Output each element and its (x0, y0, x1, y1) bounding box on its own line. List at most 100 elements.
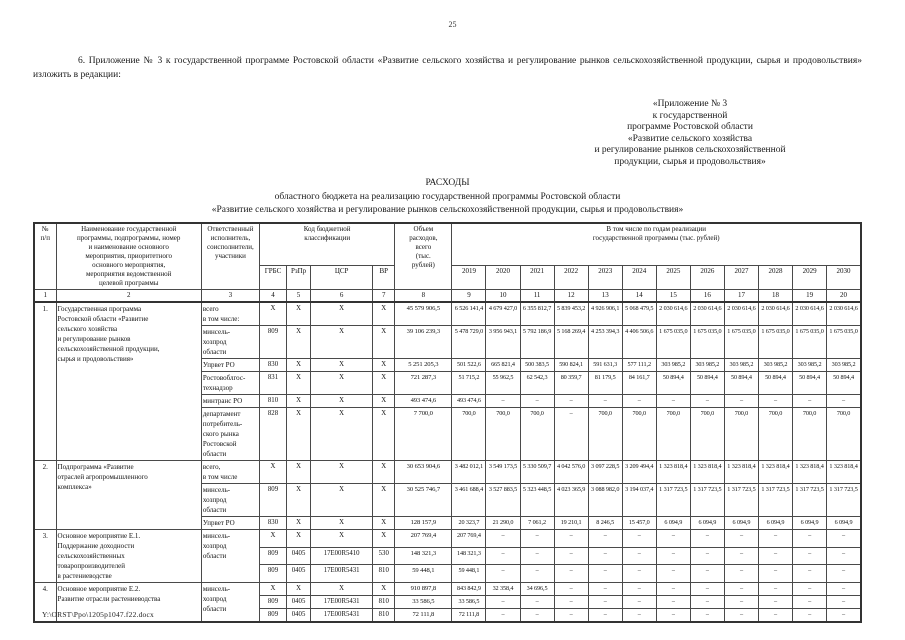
year-value-2024: 700,0 (621, 407, 657, 461)
year-value-2022: 5 839 453,2 (553, 301, 589, 326)
year-value-2030: 1 317 723,5 (826, 483, 862, 517)
year-value-2025: – (655, 595, 691, 609)
executor-cell: минтранс РО (200, 394, 260, 408)
year-value-2030: 50 894,4 (826, 371, 862, 395)
year-value-2027: 2 030 614,6 (723, 301, 759, 326)
year-value-2024: – (621, 582, 657, 596)
year-value-2022: – (553, 564, 589, 583)
vr-cell: Х (372, 371, 396, 395)
grbs-cell: 831 (258, 371, 288, 395)
year-value-2022: – (553, 608, 589, 623)
year-value-2022: – (553, 407, 589, 461)
executor-cell: минсель- хозпрод области (200, 582, 260, 623)
year-value-2019: 6 526 141,4 (451, 301, 487, 326)
rzpr-cell: Х (286, 582, 312, 596)
year-value-2025: 1 323 818,4 (655, 460, 691, 484)
expenses-table-wrapper: № п/п Наименование государственной прогр… (33, 222, 862, 623)
total-value: 910 897,8 (394, 582, 453, 596)
year-value-2029: 50 894,4 (792, 371, 828, 395)
appendix-heading: «Приложение № 3 к государственной програ… (594, 99, 786, 167)
table-header: № п/п Наименование государственной прогр… (33, 222, 862, 303)
column-number: 12 (553, 289, 589, 303)
year-value-2023: 3 088 982,0 (587, 483, 623, 517)
year-value-2029: 1 323 818,4 (792, 460, 828, 484)
total-value: 128 157,9 (394, 516, 453, 530)
year-value-2024: 15 457,0 (621, 516, 657, 530)
year-value-2024: 5 068 479,5 (621, 301, 657, 326)
year-value-2019: 33 586,5 (451, 595, 487, 609)
rzpr-cell: Х (286, 483, 312, 517)
column-number: 13 (587, 289, 623, 303)
column-number: 9 (451, 289, 487, 303)
header-year-2027: 2027 (723, 265, 759, 290)
year-value-2019: 3 461 688,4 (451, 483, 487, 517)
year-value-2020: 3 549 173,5 (485, 460, 521, 484)
table-row: минтранс РО 810 Х Х Х 493 474,6 493 474,6– – – – –… (34, 394, 862, 408)
csr-cell: Х (310, 325, 374, 359)
vr-cell: Х (372, 483, 396, 517)
rzpr-cell: Х (286, 325, 312, 359)
column-number: 18 (757, 289, 794, 303)
year-value-2030: – (826, 608, 862, 623)
year-value-2029: – (792, 582, 828, 596)
year-header-row: ГРБС РзПр ЦСР ВР 2019 2020 2021 2022 2023 202… (34, 265, 862, 290)
table-row: минсель- хозпрод области 809 Х Х Х 39 106 239… (34, 325, 862, 359)
vr-cell: Х (372, 407, 396, 461)
column-number: 16 (689, 289, 725, 303)
total-value: 72 111,8 (394, 608, 453, 623)
year-value-2024: – (621, 529, 657, 548)
header-name: Наименование государственной программы, … (55, 222, 202, 290)
year-value-2024: – (621, 564, 657, 583)
year-value-2029: 1 317 723,5 (792, 483, 828, 517)
csr-cell: Х (310, 358, 374, 372)
year-value-2027: – (723, 564, 759, 583)
column-number: 17 (723, 289, 759, 303)
year-value-2021: 5 330 509,7 (519, 460, 555, 484)
column-number: 2 (55, 289, 202, 303)
year-value-2022: – (553, 582, 589, 596)
title-line-2: областного бюджета на реализацию государ… (274, 191, 621, 202)
year-value-2027: – (723, 608, 759, 623)
vr-cell: Х (372, 529, 396, 548)
year-value-2020: – (485, 546, 521, 566)
csr-cell: 17Е00R5431 (310, 608, 374, 623)
csr-cell: Х (310, 301, 374, 326)
total-value: 493 474,6 (394, 394, 453, 408)
title-line-3: «Развитие сельского хозяйства и регулиро… (211, 205, 684, 215)
year-value-2026: 303 985,2 (689, 358, 725, 372)
year-value-2026: 700,0 (689, 407, 725, 461)
year-value-2023: 591 631,3 (587, 358, 623, 372)
year-value-2030: 700,0 (826, 407, 862, 461)
year-value-2020: – (485, 595, 521, 609)
year-value-2030: – (826, 564, 862, 583)
year-value-2021: 5 792 186,9 (519, 325, 555, 359)
grbs-cell: 809 (258, 564, 288, 583)
header-year-2022: 2022 (553, 265, 589, 290)
year-value-2030: – (826, 595, 862, 609)
year-value-2024: 4 406 506,6 (621, 325, 657, 359)
vr-cell: Х (372, 394, 396, 408)
year-value-2019: 51 715,2 (451, 371, 487, 395)
year-value-2026: – (689, 582, 725, 596)
header-year-2019: 2019 (451, 265, 487, 290)
csr-cell: Х (310, 407, 374, 461)
rzpr-cell: Х (286, 407, 312, 461)
year-value-2021: – (519, 564, 555, 583)
row-number: 1. (33, 301, 57, 461)
year-value-2023: – (587, 608, 623, 623)
year-value-2029: 303 985,2 (792, 358, 828, 372)
year-value-2022: 4 023 365,9 (553, 483, 589, 517)
column-number: 6 (310, 289, 374, 303)
vr-cell: Х (372, 460, 396, 484)
header-year-2020: 2020 (485, 265, 521, 290)
table-row: 4. Основное мероприятие Е.2. Развитие отр… (33, 582, 862, 623)
year-value-2030: 2 030 614,6 (826, 301, 862, 326)
year-value-2021: 62 542,3 (519, 371, 555, 395)
vr-cell: 810 (372, 564, 396, 583)
year-value-2028: – (757, 546, 794, 566)
year-value-2021: 6 355 812,7 (519, 301, 555, 326)
year-value-2023: – (587, 394, 623, 408)
year-value-2026: 6 094,9 (689, 516, 725, 530)
year-value-2029: 1 675 035,0 (792, 325, 828, 359)
year-value-2023: – (587, 546, 623, 566)
